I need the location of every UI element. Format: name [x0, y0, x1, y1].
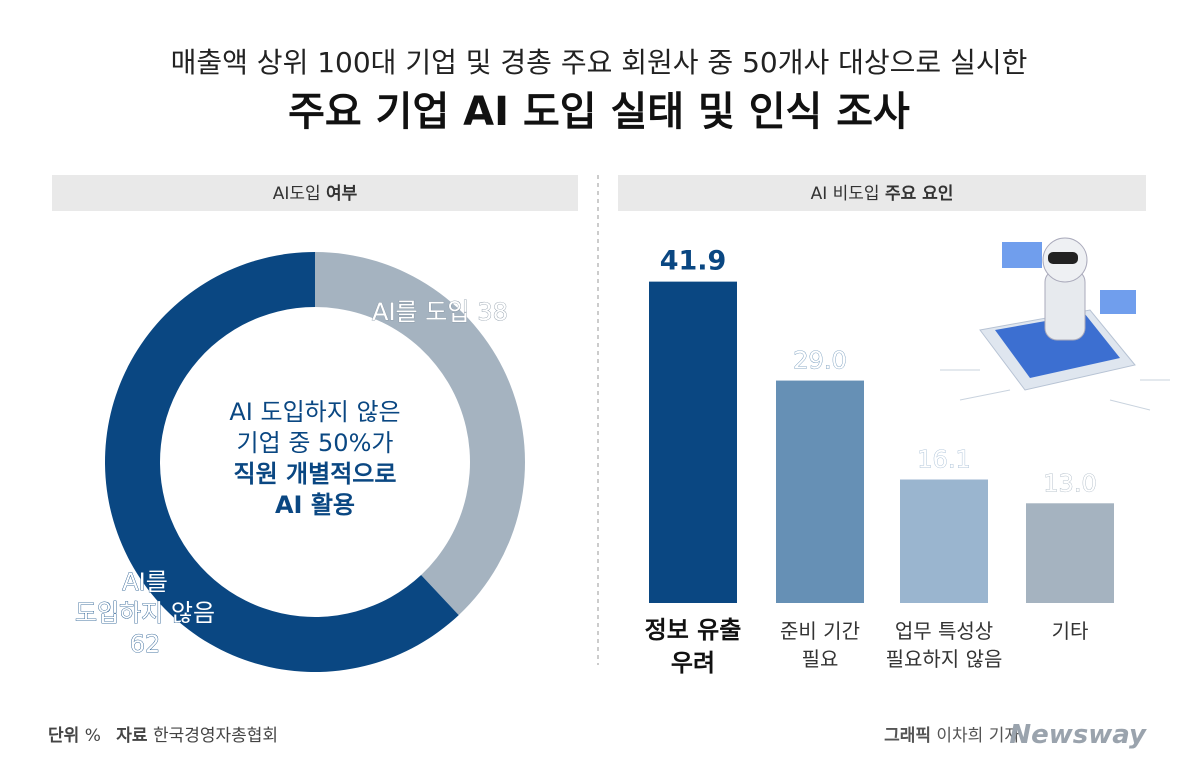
- section-title-part: 주요 요인: [885, 184, 953, 204]
- slice-value: 38: [477, 298, 508, 326]
- x-tick-label: 정보 유출: [645, 616, 742, 644]
- credit-value: 이차희 기자: [936, 726, 1020, 746]
- brand: Newsway: [1009, 720, 1147, 750]
- section-header: [52, 175, 578, 211]
- value-label: 41.9: [660, 246, 727, 277]
- section-header: [618, 175, 1146, 211]
- section-title: AI 비도입 주요 요인: [811, 184, 954, 204]
- footer-value: %: [85, 726, 101, 746]
- donut-slice: [105, 252, 459, 673]
- section-title-part: AI도입: [273, 184, 321, 204]
- footer-label: 자료: [116, 726, 148, 746]
- robot-illustration: [940, 237, 1170, 411]
- slice-label-line: 도입하지 않음: [75, 599, 215, 627]
- x-tick-label: 기타: [1052, 619, 1089, 643]
- center-annotation: 기업 중 50%가: [237, 429, 394, 457]
- slice-value: 62: [130, 630, 161, 658]
- footer-value: 한국경영자총협회: [153, 726, 278, 746]
- credit-label: 그래픽: [884, 726, 931, 746]
- bar: [900, 479, 988, 603]
- x-tick-label: 준비 기간: [780, 619, 860, 643]
- value-label: 16.1: [917, 446, 970, 474]
- section-title-part: 여부: [326, 184, 358, 204]
- x-tick-label: 우려: [671, 649, 715, 677]
- subtitle: 매출액 상위 100대 기업 및 경총 주요 회원사 중 50개사 대상으로 실…: [171, 46, 1028, 79]
- center-annotation: AI 도입하지 않은: [229, 398, 400, 426]
- center-annotation: 직원 개별적으로: [234, 460, 397, 488]
- bar: [649, 281, 737, 603]
- section-title: AI도입 여부: [273, 184, 358, 204]
- x-tick-label: 필요: [802, 647, 839, 671]
- credit: 그래픽 이차희 기자: [884, 726, 1020, 746]
- slice-label-line: AI를: [122, 568, 168, 596]
- slice-label: AI를 도입 38: [372, 298, 508, 326]
- title: 주요 기업 AI 도입 실태 및 인식 조사: [288, 89, 910, 135]
- value-label: 29.0: [793, 347, 846, 375]
- value-label: 13.0: [1043, 469, 1096, 497]
- footer-label: 단위: [48, 726, 79, 746]
- bar: [1026, 503, 1114, 603]
- section-title-part: AI 비도입: [811, 184, 880, 204]
- slice-label-line: AI를 도입: [372, 298, 469, 326]
- x-tick-label: 필요하지 않음: [886, 647, 1003, 671]
- x-tick-label: 업무 특성상: [895, 619, 993, 643]
- bar: [776, 380, 864, 603]
- donut-slice: [315, 252, 526, 616]
- footer-note: 단위 % 자료 한국경영자총협회: [48, 726, 278, 746]
- center-annotation: AI 활용: [275, 491, 355, 519]
